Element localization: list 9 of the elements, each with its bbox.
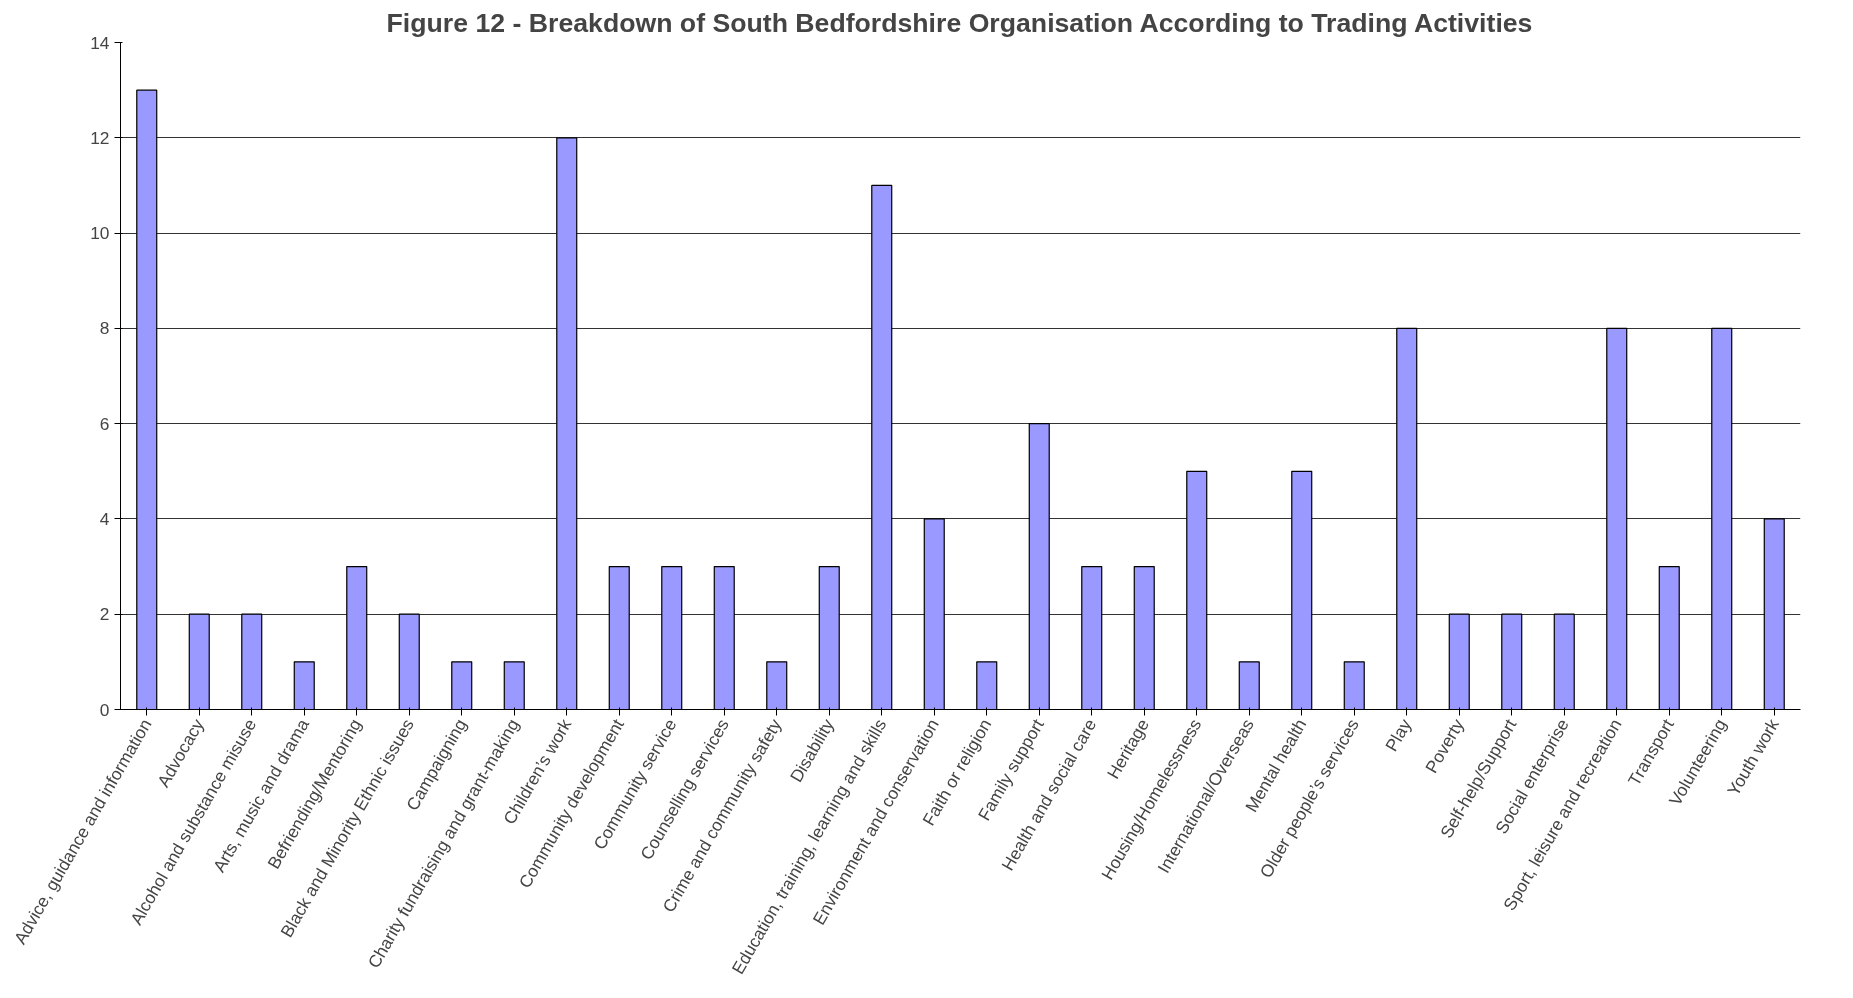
y-tick-label: 12 — [90, 127, 110, 148]
y-tick-label: 4 — [99, 508, 110, 529]
y-tick-label: 6 — [99, 413, 110, 434]
chart-title: Figure 12 - Breakdown of South Bedfordshire Organisation According to Trading Activities — [386, 7, 1533, 38]
y-tick-label: 8 — [99, 318, 110, 339]
y-tick-label: 10 — [90, 223, 110, 244]
y-tick-label: 2 — [99, 604, 110, 625]
y-tick-label: 14 — [90, 32, 110, 53]
y-tick-label: 0 — [99, 699, 110, 720]
